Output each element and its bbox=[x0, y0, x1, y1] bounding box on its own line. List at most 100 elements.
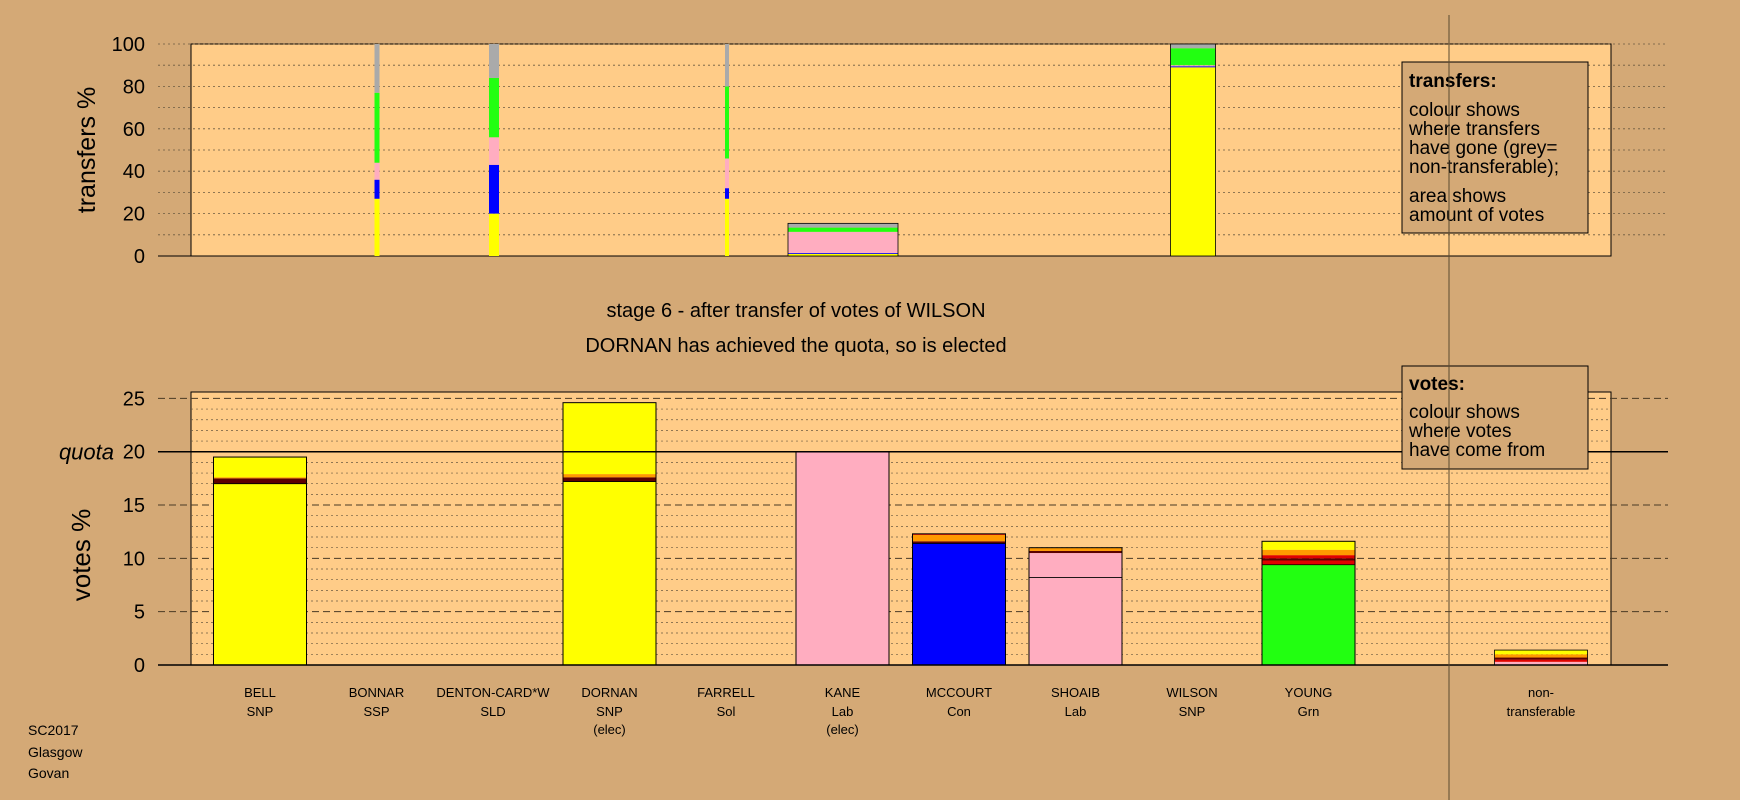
candidate-bar-bell bbox=[213, 456, 307, 666]
transfer-segment-snp bbox=[788, 253, 898, 256]
nontransferable-label: transferable bbox=[1507, 704, 1576, 719]
votes-legend: votes: colour shows where votes have com… bbox=[1401, 365, 1589, 470]
candidate-name-label: BELL bbox=[244, 685, 276, 700]
transfer-segment-lab bbox=[788, 231, 898, 254]
votes-panel: 0 5 10 15 20 25 quota BELL SNP BONNAR SSP DENTON-… bbox=[59, 388, 1668, 737]
candidate-elected-label: (elec) bbox=[826, 722, 859, 737]
transfers-y-axis-label: transfers % bbox=[73, 87, 101, 213]
transfers-tick-label: 40 bbox=[123, 161, 145, 183]
candidate-bar-kane bbox=[795, 451, 890, 666]
transfers-legend-title: transfers: bbox=[1409, 71, 1497, 92]
votes-y-axis: 0 5 10 15 20 25 bbox=[123, 388, 145, 677]
transfer-column-wilson bbox=[1170, 43, 1216, 257]
candidate-name-label: MCCOURT bbox=[926, 685, 992, 700]
vote-segment bbox=[1262, 560, 1355, 565]
candidate-name-label: YOUNG bbox=[1285, 685, 1333, 700]
votes-tick-label: 10 bbox=[123, 548, 145, 570]
vote-segment bbox=[1262, 555, 1355, 559]
transfers-legend-line: colour shows bbox=[1409, 100, 1520, 121]
vote-segment bbox=[563, 402, 656, 475]
transfer-segment-lab bbox=[725, 158, 729, 189]
transfer-segment-snp bbox=[374, 198, 380, 256]
transfer-segment-snp bbox=[1170, 67, 1216, 256]
transfer-column-outline bbox=[1170, 43, 1216, 257]
stage-subtitle: DORNAN has achieved the quota, so is ele… bbox=[585, 335, 1006, 357]
transfer-segment-grn bbox=[1170, 48, 1216, 66]
vote-segment bbox=[213, 477, 307, 479]
votes-legend-line: where votes bbox=[1408, 421, 1511, 442]
transfer-segment-lab bbox=[1170, 65, 1216, 67]
vote-segment bbox=[1494, 654, 1588, 658]
vote-segment bbox=[912, 533, 1006, 535]
vote-segment bbox=[1262, 564, 1355, 665]
candidate-party-label: SNP bbox=[596, 704, 623, 719]
votes-plot-area bbox=[190, 391, 1612, 666]
candidate-name-label: BONNAR bbox=[349, 685, 405, 700]
footer-ward: Govan bbox=[28, 765, 69, 781]
candidate-party-label: SLD bbox=[480, 704, 505, 719]
candidate-bar-shoaib bbox=[1028, 547, 1123, 666]
vote-segment bbox=[1494, 661, 1588, 665]
transfer-segment-snp bbox=[489, 213, 499, 256]
transfer-column-farrell bbox=[725, 44, 729, 256]
votes-y-axis-label: votes % bbox=[66, 509, 96, 602]
vote-segment bbox=[912, 534, 1006, 542]
transfer-segment-snp bbox=[725, 198, 729, 256]
candidate-bar-mccourt bbox=[912, 533, 1006, 666]
transfer-segment-non-transferable bbox=[725, 44, 729, 87]
footer-election: SC2017 bbox=[28, 722, 79, 738]
votes-tick-label: 5 bbox=[134, 602, 145, 624]
votes-tick-label: 20 bbox=[123, 442, 145, 464]
transfers-gridlines bbox=[158, 43, 1668, 257]
transfer-column-denton-card-w bbox=[489, 44, 499, 256]
transfer-segment-grn bbox=[788, 227, 898, 232]
candidate-party-label: SSP bbox=[363, 704, 389, 719]
transfers-legend-line: area shows bbox=[1409, 186, 1506, 207]
votes-legend-line: have come from bbox=[1409, 440, 1545, 461]
transfer-segment-con bbox=[1170, 66, 1216, 68]
candidate-name-label: DENTON-CARD*W bbox=[436, 685, 550, 700]
vote-segment bbox=[213, 483, 307, 665]
transfer-segment-lab bbox=[374, 162, 380, 180]
transfers-tick-label: 20 bbox=[123, 204, 145, 226]
transfer-column-kane bbox=[787, 222, 899, 257]
candidate-bar-dornan bbox=[562, 402, 657, 666]
transfers-legend-line: non-transferable); bbox=[1409, 157, 1559, 178]
nontransferable-bar bbox=[1494, 649, 1588, 666]
candidate-party-label: SNP bbox=[1179, 704, 1206, 719]
vote-segment bbox=[1494, 650, 1588, 655]
vote-segment bbox=[1262, 558, 1355, 561]
candidate-party-label: SNP bbox=[247, 704, 274, 719]
transfer-segment-con bbox=[788, 253, 898, 254]
transfer-segment-grn bbox=[374, 92, 380, 163]
vote-segment bbox=[1029, 553, 1122, 578]
vote-segment bbox=[1029, 550, 1122, 554]
candidate-party-label: Lab bbox=[832, 704, 854, 719]
votes-tick-label: 0 bbox=[134, 655, 145, 677]
transfers-tick-label: 60 bbox=[123, 119, 145, 141]
candidate-name-label: WILSON bbox=[1166, 685, 1217, 700]
votes-tick-label: 15 bbox=[123, 495, 145, 517]
vote-segment bbox=[1262, 541, 1355, 550]
vote-segment bbox=[213, 457, 307, 478]
vote-segment bbox=[796, 451, 889, 665]
transfers-legend-line: amount of votes bbox=[1409, 205, 1544, 226]
votes-tick-label: 25 bbox=[123, 388, 145, 410]
transfer-segment-non-transferable bbox=[788, 223, 898, 228]
vote-segment bbox=[1494, 657, 1588, 660]
transfers-y-axis: 0 20 40 60 80 100 bbox=[112, 34, 145, 268]
transfers-legend-box bbox=[1401, 61, 1589, 234]
transfers-panel: 0 20 40 60 80 100 transfers % bbox=[73, 34, 1668, 268]
vote-segment bbox=[563, 481, 656, 665]
transfer-segment-non-transferable bbox=[374, 44, 380, 93]
candidate-party-label: Con bbox=[947, 704, 971, 719]
vote-segment bbox=[563, 477, 656, 482]
candidate-name-label: FARRELL bbox=[697, 685, 755, 700]
transfer-segment-grn bbox=[725, 86, 729, 159]
transfer-segment-non-transferable bbox=[489, 44, 499, 78]
vote-segment bbox=[1029, 577, 1122, 665]
vote-segment bbox=[213, 478, 307, 484]
transfers-legend-line: have gone (grey= bbox=[1409, 138, 1557, 159]
candidate-name-label: SHOAIB bbox=[1051, 685, 1100, 700]
